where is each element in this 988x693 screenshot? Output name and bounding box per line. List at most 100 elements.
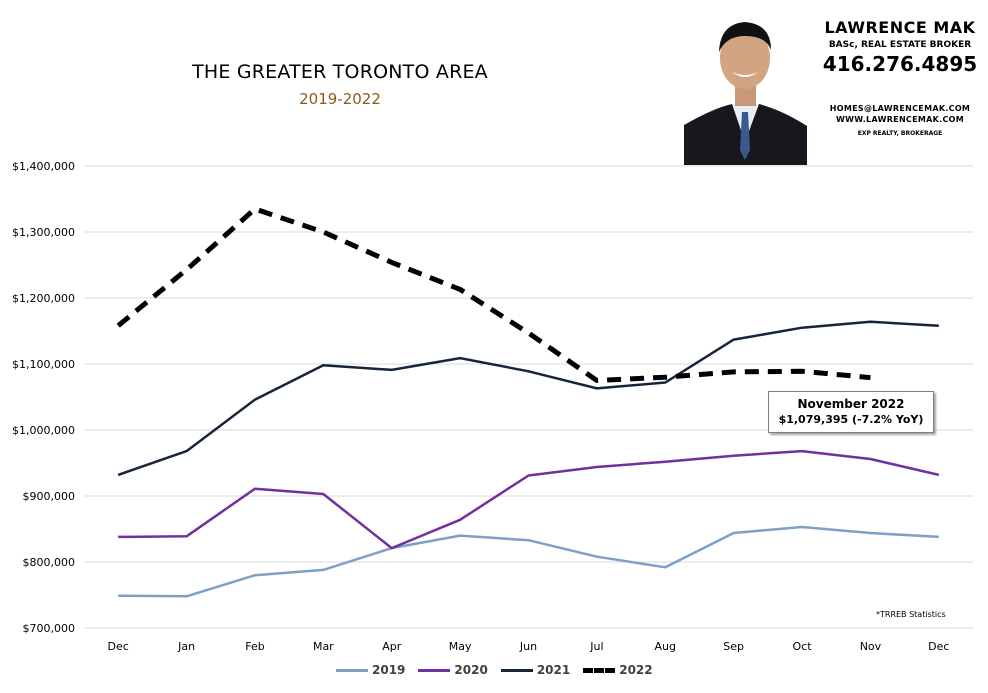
y-tick-label: $1,100,000 — [12, 358, 75, 371]
legend-label: 2022 — [619, 663, 653, 677]
y-tick-label: $1,000,000 — [12, 424, 75, 437]
data-point-2022 — [869, 376, 872, 379]
data-point-2020 — [390, 547, 393, 550]
agent-contact-info: LAWRENCE MAK BASc, REAL ESTATE BROKER 41… — [812, 18, 988, 137]
series-line-2021 — [117, 320, 939, 477]
data-point-2020 — [595, 465, 598, 468]
x-tick-label: Feb — [245, 640, 264, 653]
x-tick-label: Jan — [177, 640, 195, 653]
legend-item-2022: 2022 — [583, 663, 653, 677]
legend-item-2021: 2021 — [500, 663, 571, 677]
data-point-2021 — [459, 356, 462, 359]
nov-2022-callout: November 2022 $1,079,395 (-7.2% YoY) — [768, 391, 934, 433]
series-line-2019 — [118, 525, 939, 598]
data-point-2022 — [390, 261, 393, 264]
data-point-2019 — [732, 531, 735, 534]
data-point-2021 — [185, 450, 188, 453]
data-point-2020 — [117, 535, 120, 538]
x-tick-label: Dec — [108, 640, 129, 653]
data-point-2019 — [664, 566, 667, 569]
data-point-2022 — [253, 207, 256, 210]
agent-name: LAWRENCE MAK — [824, 18, 976, 37]
data-point-2021 — [527, 370, 530, 373]
agent-credentials: BASc, REAL ESTATE BROKER — [828, 40, 972, 50]
x-tick-label: May — [449, 640, 472, 653]
agent-website: WWW.LAWRENCEMAK.COM — [836, 115, 964, 124]
data-point-2022 — [117, 324, 120, 327]
x-tick-label: Aug — [655, 640, 676, 653]
x-tick-label: Dec — [928, 640, 949, 653]
series-line-2022 — [116, 206, 871, 383]
agent-phone: 416.276.4895 — [822, 52, 978, 76]
chart-title: THE GREATER TORONTO AREA — [192, 61, 488, 83]
x-tick-label: Oct — [793, 640, 813, 653]
series-line-2020 — [118, 449, 940, 550]
data-point-2020 — [185, 535, 188, 538]
agent-card: LAWRENCE MAK BASc, REAL ESTATE BROKER 41… — [684, 0, 988, 165]
data-point-2021 — [664, 381, 667, 384]
y-tick-label: $800,000 — [23, 556, 76, 569]
x-tick-label: Sep — [723, 640, 744, 653]
x-tick-label: Jun — [519, 640, 537, 653]
x-tick-label: Nov — [860, 640, 882, 653]
legend-item-2020: 2020 — [418, 663, 488, 677]
data-point-2022 — [459, 288, 462, 291]
data-point-2019 — [595, 555, 598, 558]
data-point-2022 — [322, 230, 325, 233]
agent-email: HOMES@LAWRENCEMAK.COM — [829, 104, 971, 113]
data-point-2020 — [527, 474, 530, 477]
y-tick-label: $700,000 — [23, 622, 76, 635]
data-point-2020 — [322, 492, 325, 495]
data-point-2020 — [459, 518, 462, 521]
data-point-2019 — [800, 525, 803, 528]
legend-item-2019: 2019 — [336, 663, 405, 677]
data-point-2019 — [869, 531, 872, 534]
data-point-2019 — [322, 568, 325, 571]
data-point-2019 — [185, 595, 188, 598]
legend-label: 2021 — [536, 663, 571, 677]
legend-label: 2020 — [454, 663, 488, 677]
data-point-2020 — [732, 454, 735, 457]
data-point-2021 — [937, 324, 940, 327]
x-tick-label: Jul — [589, 640, 603, 653]
data-point-2021 — [800, 326, 803, 329]
data-point-2022 — [527, 331, 530, 334]
data-point-2020 — [937, 473, 940, 476]
data-point-2022 — [664, 376, 667, 379]
data-point-2019 — [253, 574, 256, 577]
x-tick-label: Apr — [382, 640, 402, 653]
legend-swatch — [418, 668, 451, 672]
data-point-2021 — [322, 364, 325, 367]
data-point-2020 — [664, 460, 667, 463]
data-point-2019 — [117, 594, 120, 597]
data-point-2021 — [595, 387, 598, 390]
data-point-2020 — [869, 457, 872, 460]
data-point-2022 — [732, 370, 735, 373]
legend-swatch — [583, 667, 616, 673]
data-point-2022 — [185, 268, 188, 271]
y-tick-label: $1,400,000 — [12, 160, 75, 173]
data-point-2020 — [253, 487, 256, 490]
agent-photo — [684, 0, 807, 165]
agent-brokerage: EXP REALTY, BROKERAGE — [857, 130, 943, 137]
data-point-2021 — [117, 473, 120, 476]
data-point-2019 — [527, 539, 530, 542]
y-tick-label: $1,300,000 — [12, 226, 75, 239]
data-point-2020 — [800, 450, 803, 453]
data-point-2019 — [459, 534, 462, 537]
chart-subtitle: 2019-2022 — [299, 90, 381, 108]
chart-legend: 2019 2020 2021 2022 — [336, 660, 666, 680]
legend-label: 2019 — [372, 663, 406, 677]
y-tick-label: $1,200,000 — [12, 292, 75, 305]
x-tick-label: Mar — [313, 640, 334, 653]
source-note: *TRREB Statistics — [876, 610, 946, 619]
data-point-2022 — [800, 370, 803, 373]
y-tick-label: $900,000 — [23, 490, 76, 503]
data-point-2021 — [253, 398, 256, 401]
data-point-2022 — [595, 379, 598, 382]
callout-value: $1,079,395 (-7.2% YoY) — [778, 413, 924, 426]
data-point-2021 — [869, 320, 872, 323]
legend-swatch — [500, 668, 533, 672]
callout-title: November 2022 — [797, 397, 905, 411]
